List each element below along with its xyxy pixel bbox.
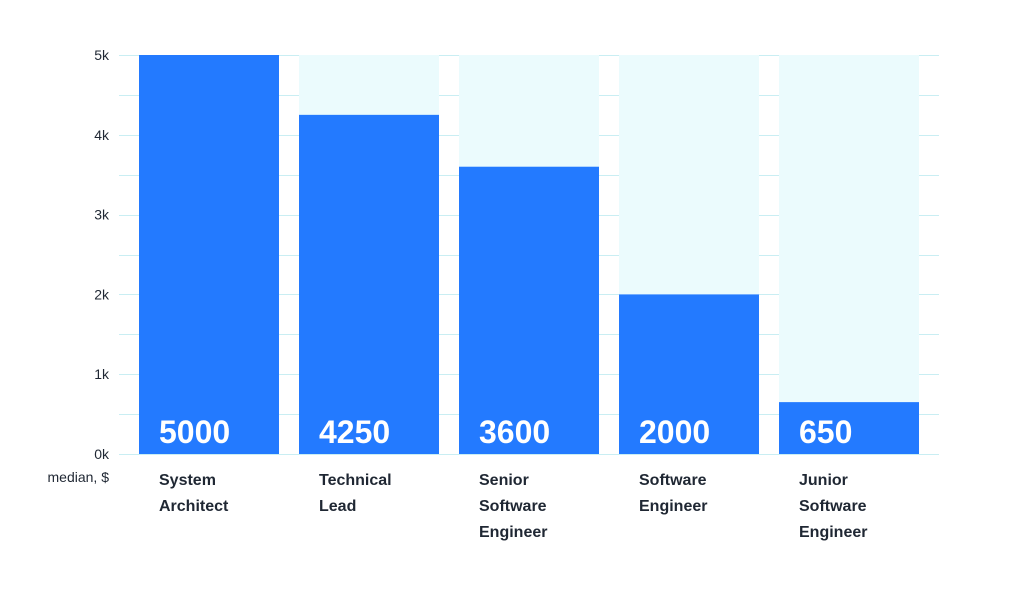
category-label: Technical Lead — [319, 472, 392, 515]
category-label: Junior Software Engineer — [799, 472, 867, 541]
category-labels: System Architect Technical Lead Senior Softwa… — [159, 472, 867, 541]
y-axis-label: median, $ — [48, 469, 110, 485]
y-tick-label: 0k — [94, 446, 110, 462]
category-label-line: Engineer — [639, 498, 707, 515]
category-label-line: Architect — [159, 498, 229, 515]
bar — [299, 114, 439, 454]
y-tick-label: 2k — [94, 286, 110, 302]
bars — [139, 55, 919, 454]
bar — [459, 166, 599, 454]
y-tick-label: 5k — [94, 47, 110, 63]
value-labels: 5000 4250 3600 2000 650 — [159, 414, 852, 450]
bar — [779, 402, 919, 454]
y-tick-label: 3k — [94, 207, 110, 223]
category-label-line: Software — [479, 498, 547, 515]
category-label-line: Technical — [319, 472, 392, 489]
category-label-line: Engineer — [479, 524, 547, 541]
category-label-line: Software — [799, 498, 867, 515]
bar-value-label: 3600 — [479, 414, 550, 450]
category-label: System Architect — [159, 472, 229, 515]
y-tick-label: 4k — [94, 127, 110, 143]
y-axis-ticks: 0k 1k 2k 3k 4k 5k — [94, 47, 110, 462]
bar-value-label: 2000 — [639, 414, 710, 450]
category-label-line: Junior — [799, 472, 848, 489]
category-label-line: Software — [639, 472, 707, 489]
bar-value-label: 650 — [799, 414, 852, 450]
category-label: Software Engineer — [639, 472, 707, 515]
bar-track — [779, 55, 919, 454]
category-label-line: Lead — [319, 498, 356, 515]
y-tick-label: 1k — [94, 366, 110, 382]
bar-value-label: 5000 — [159, 414, 230, 450]
category-label: Senior Software Engineer — [479, 472, 547, 541]
category-label-line: Engineer — [799, 524, 867, 541]
bar — [619, 294, 759, 454]
bar-value-label: 4250 — [319, 414, 390, 450]
bar — [139, 55, 279, 454]
category-label-line: System — [159, 472, 216, 489]
category-label-line: Senior — [479, 472, 529, 489]
